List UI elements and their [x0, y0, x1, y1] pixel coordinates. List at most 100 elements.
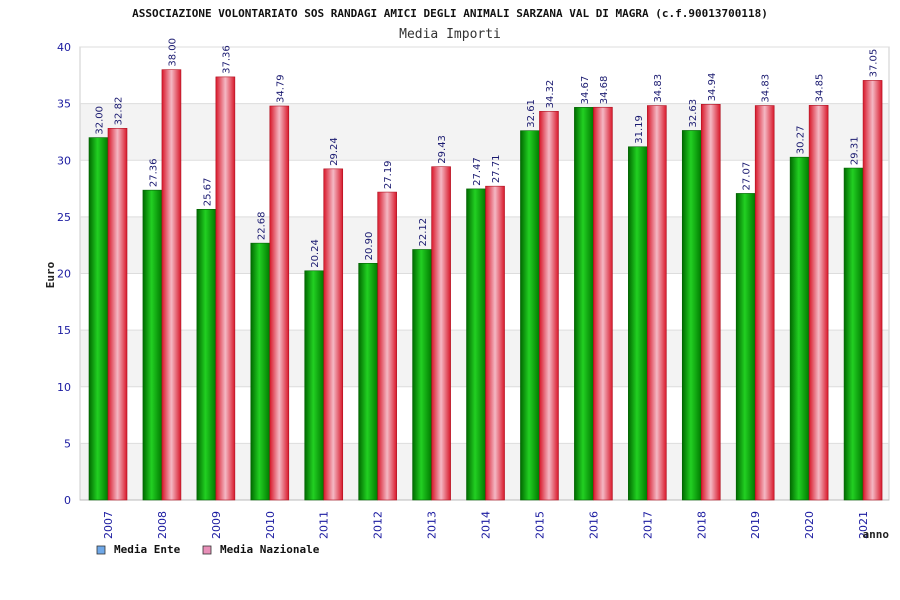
value-label: 27.07	[742, 162, 753, 191]
x-tick-label: 2013	[426, 511, 439, 539]
bar-media-ente	[304, 270, 325, 501]
bar-media-nazionale	[808, 105, 829, 501]
value-label: 34.67	[580, 76, 591, 105]
x-tick-label: 2017	[641, 511, 654, 539]
value-label: 27.47	[472, 157, 483, 186]
x-tick-label: 2018	[695, 511, 708, 539]
value-label: 34.68	[599, 76, 610, 105]
value-labels: 32.00 32.82 27.36 38.00 25.67 37.36 22.68 34.79…	[95, 38, 880, 268]
value-label: 27.36	[148, 159, 159, 188]
bar-media-nazionale	[700, 104, 721, 501]
value-label: 27.71	[491, 155, 502, 184]
bar-media-ente	[196, 208, 217, 501]
y-tick-label: 40	[57, 41, 71, 54]
value-label: 22.68	[256, 212, 267, 241]
bar-media-ente	[466, 188, 486, 501]
value-label: 34.79	[275, 74, 286, 103]
x-tick-label: 2015	[533, 511, 546, 539]
bar-media-nazionale	[107, 128, 128, 501]
bar-media-nazionale	[485, 185, 505, 501]
y-tick-label: 5	[64, 437, 71, 450]
legend-swatch-media-nazionale	[202, 545, 212, 555]
value-label: 34.83	[653, 74, 664, 103]
chart-title: ASSOCIAZIONE VOLONTARIATO SOS RANDAGI AM…	[132, 7, 768, 20]
legend-label-media-ente: Media Ente	[114, 543, 181, 556]
bar-media-ente	[250, 242, 271, 501]
value-label: 34.85	[815, 74, 826, 103]
x-tick-label: 2016	[587, 511, 600, 539]
value-label: 27.19	[383, 160, 394, 189]
y-axis-ticks: 0 5 10 15 20 25 30 35 40	[57, 41, 71, 507]
x-tick-label: 2021	[857, 511, 870, 539]
bar-media-ente	[628, 146, 648, 501]
plot-band	[80, 103, 889, 161]
x-axis-ticks: 2007 2008 2009 2010 2011 2012 2013 2014 2015 2016…	[102, 511, 870, 539]
bar-media-ente	[88, 137, 109, 501]
y-tick-label: 10	[57, 381, 71, 394]
legend: Media Ente Media Nazionale	[96, 543, 320, 556]
value-label: 20.90	[364, 232, 375, 261]
y-tick-label: 30	[57, 154, 71, 167]
y-tick-label: 20	[57, 268, 71, 281]
bar-media-nazionale	[593, 106, 613, 501]
bar-media-ente	[789, 156, 810, 501]
y-tick-label: 15	[57, 324, 71, 337]
x-tick-label: 2014	[480, 511, 493, 539]
bar-media-nazionale	[161, 69, 182, 501]
value-label: 29.24	[329, 137, 340, 166]
x-tick-label: 2010	[264, 511, 277, 539]
y-axis-label: Euro	[44, 261, 57, 288]
chart-subtitle: Media Importi	[399, 27, 501, 42]
x-tick-label: 2011	[318, 511, 331, 539]
value-label: 20.24	[310, 239, 321, 268]
value-label: 29.31	[850, 136, 861, 165]
value-label: 34.32	[545, 80, 556, 109]
bar-media-nazionale	[754, 105, 775, 501]
value-label: 32.61	[526, 99, 537, 128]
bar-media-ente	[358, 263, 378, 501]
y-tick-label: 0	[64, 494, 71, 507]
bar-media-ente	[412, 249, 432, 501]
value-label: 25.67	[202, 178, 213, 207]
value-label: 30.27	[796, 126, 807, 155]
bar-media-ente	[735, 193, 756, 501]
bar-media-ente	[142, 189, 163, 501]
value-label: 22.12	[418, 218, 429, 247]
value-label: 34.83	[761, 74, 772, 103]
bar-media-nazionale	[862, 80, 883, 501]
x-tick-label: 2012	[372, 511, 385, 539]
legend-label-media-nazionale: Media Nazionale	[220, 543, 320, 556]
x-axis-label: anno	[863, 528, 890, 541]
value-label: 38.00	[167, 38, 178, 67]
bar-media-nazionale	[431, 166, 451, 501]
value-label: 29.43	[437, 135, 448, 164]
bar-media-nazionale	[323, 168, 344, 501]
x-tick-label: 2020	[803, 511, 816, 539]
bar-media-nazionale	[539, 111, 559, 501]
y-tick-label: 25	[57, 211, 71, 224]
value-label: 32.82	[114, 97, 125, 126]
value-label: 32.00	[95, 106, 106, 135]
bar-media-ente	[520, 130, 540, 501]
value-label: 32.63	[688, 99, 699, 128]
bar-media-nazionale	[269, 105, 290, 501]
bar-media-ente	[681, 130, 702, 501]
value-label: 34.94	[707, 73, 718, 102]
bar-media-ente	[843, 167, 864, 501]
bar-media-nazionale	[377, 191, 397, 501]
x-tick-label: 2008	[156, 511, 169, 539]
x-tick-label: 2009	[210, 511, 223, 539]
bar-media-nazionale	[215, 76, 236, 501]
bar-media-nazionale	[647, 105, 667, 501]
x-tick-label: 2007	[102, 511, 115, 539]
x-tick-label: 2019	[749, 511, 762, 539]
legend-swatch-media-ente	[96, 545, 106, 555]
value-label: 31.19	[634, 115, 645, 144]
bars	[88, 69, 883, 501]
value-label: 37.05	[869, 49, 880, 78]
y-tick-label: 35	[57, 98, 71, 111]
value-label: 37.36	[221, 45, 232, 74]
bar-media-ente	[574, 107, 594, 501]
plot-band	[80, 47, 889, 104]
